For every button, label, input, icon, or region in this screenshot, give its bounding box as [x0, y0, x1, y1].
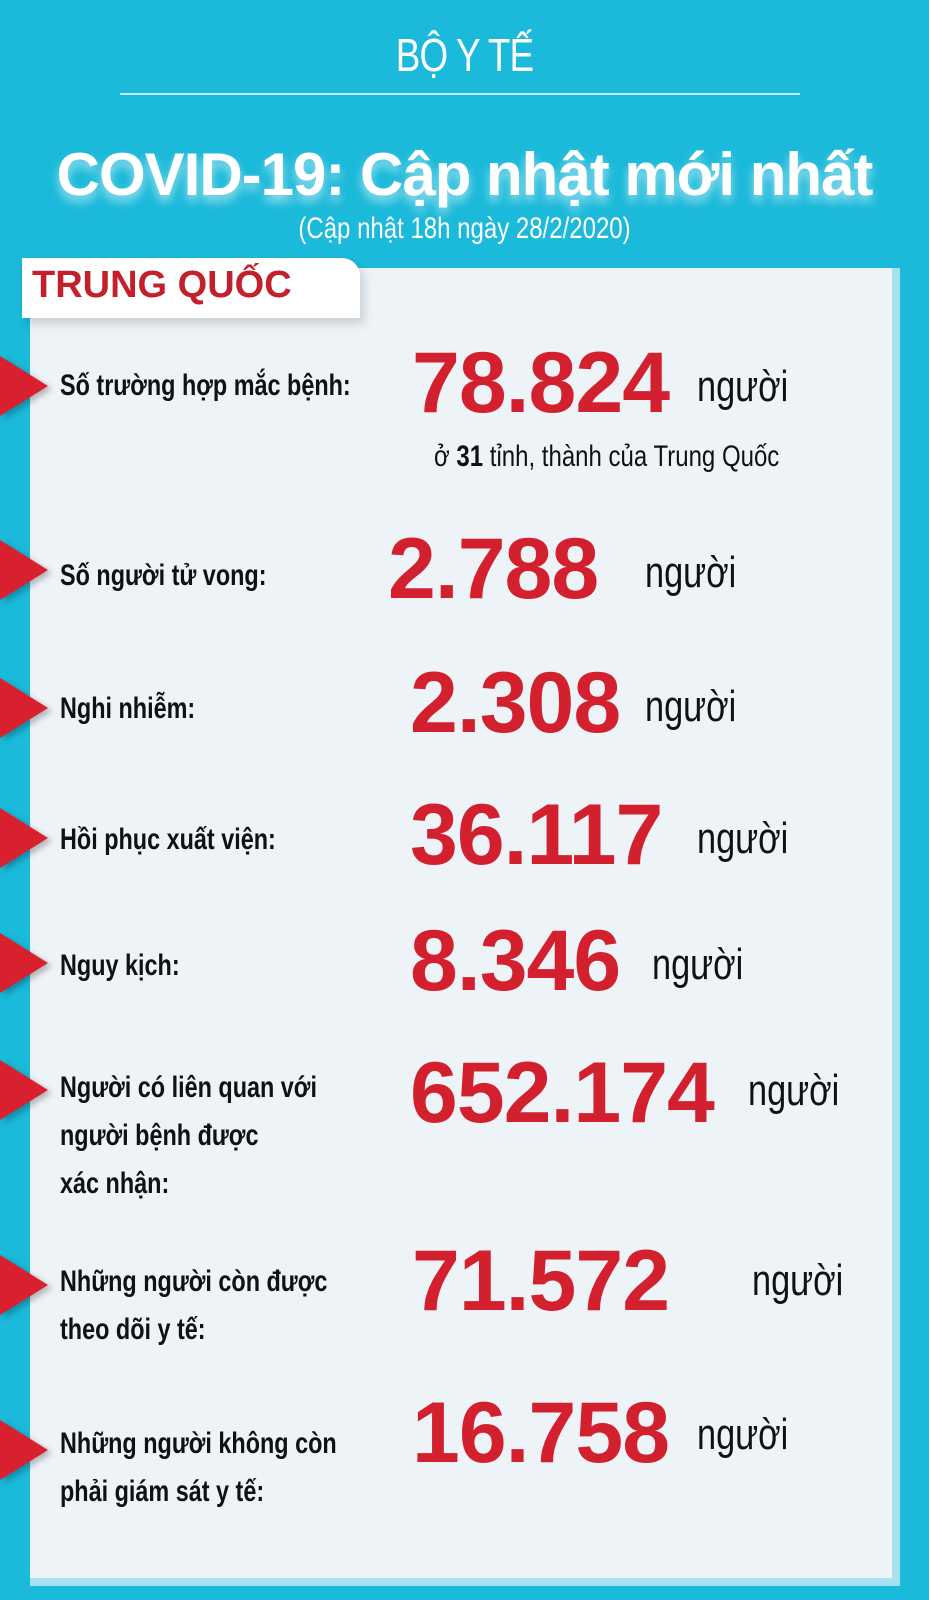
stat-label: Nghi nhiễm: [60, 692, 196, 725]
stat-unit: người [748, 1066, 840, 1115]
stat-label: Nguy kịch: [60, 949, 180, 982]
stat-unit: người [645, 548, 737, 597]
stat-note: ở 31 tỉnh, thành của Trung Quốc [434, 440, 779, 474]
arrow-icon [0, 1255, 48, 1315]
note-text: tỉnh, thành của Trung Quốc [483, 440, 780, 473]
arrow-icon [0, 1060, 48, 1120]
page-title: COVID-19: Cập nhật mới nhất [56, 141, 874, 208]
country-tab: TRUNG QUỐC [22, 258, 360, 318]
stat-value: 8.346 [410, 913, 621, 1009]
ministry-name: BỘ Y TẾ [395, 29, 534, 81]
label-line: Những người không còn [60, 1427, 337, 1460]
divider [120, 93, 800, 95]
stat-unit: người [697, 362, 789, 411]
arrow-icon [0, 1420, 48, 1480]
stat-label: Số trường hợp mắc bệnh: [60, 369, 351, 402]
stat-label: Những người còn được theo dõi y tế: [60, 1258, 327, 1354]
stat-unit: người [652, 940, 744, 989]
stat-value: 2.788 [388, 521, 599, 617]
note-text: ở [434, 440, 457, 473]
stat-unit: người [697, 1410, 789, 1459]
stat-label: Số người tử vong: [60, 559, 267, 592]
stat-unit: người [752, 1256, 844, 1305]
arrow-icon [0, 678, 48, 738]
arrow-icon [0, 356, 48, 416]
stat-value: 16.758 [412, 1385, 670, 1481]
stat-label: Những người không còn phải giám sát y tế: [60, 1420, 337, 1516]
note-number: 31 [456, 440, 484, 473]
stat-label: Người có liên quan với người bệnh được xác… [60, 1064, 317, 1208]
label-line: xác nhận: [60, 1167, 170, 1200]
arrow-icon [0, 808, 48, 868]
stat-value: 2.308 [410, 655, 621, 751]
label-line: Những người còn được [60, 1265, 328, 1298]
stat-unit: người [645, 682, 737, 731]
update-time: (Cập nhật 18h ngày 28/2/2020) [298, 212, 631, 245]
stat-unit: người [697, 814, 789, 863]
stat-value: 78.824 [412, 335, 670, 431]
stat-value: 36.117 [410, 787, 663, 883]
label-line: người bệnh được [60, 1119, 259, 1152]
stat-value: 652.174 [410, 1045, 715, 1141]
stat-label: Hồi phục xuất viện: [60, 823, 276, 856]
arrow-icon [0, 933, 48, 993]
stats-panel [30, 268, 900, 1586]
label-line: theo dõi y tế: [60, 1313, 206, 1346]
arrow-icon [0, 540, 48, 600]
label-line: Người có liên quan với [60, 1071, 317, 1104]
stat-value: 71.572 [412, 1233, 670, 1329]
label-line: phải giám sát y tế: [60, 1475, 265, 1508]
